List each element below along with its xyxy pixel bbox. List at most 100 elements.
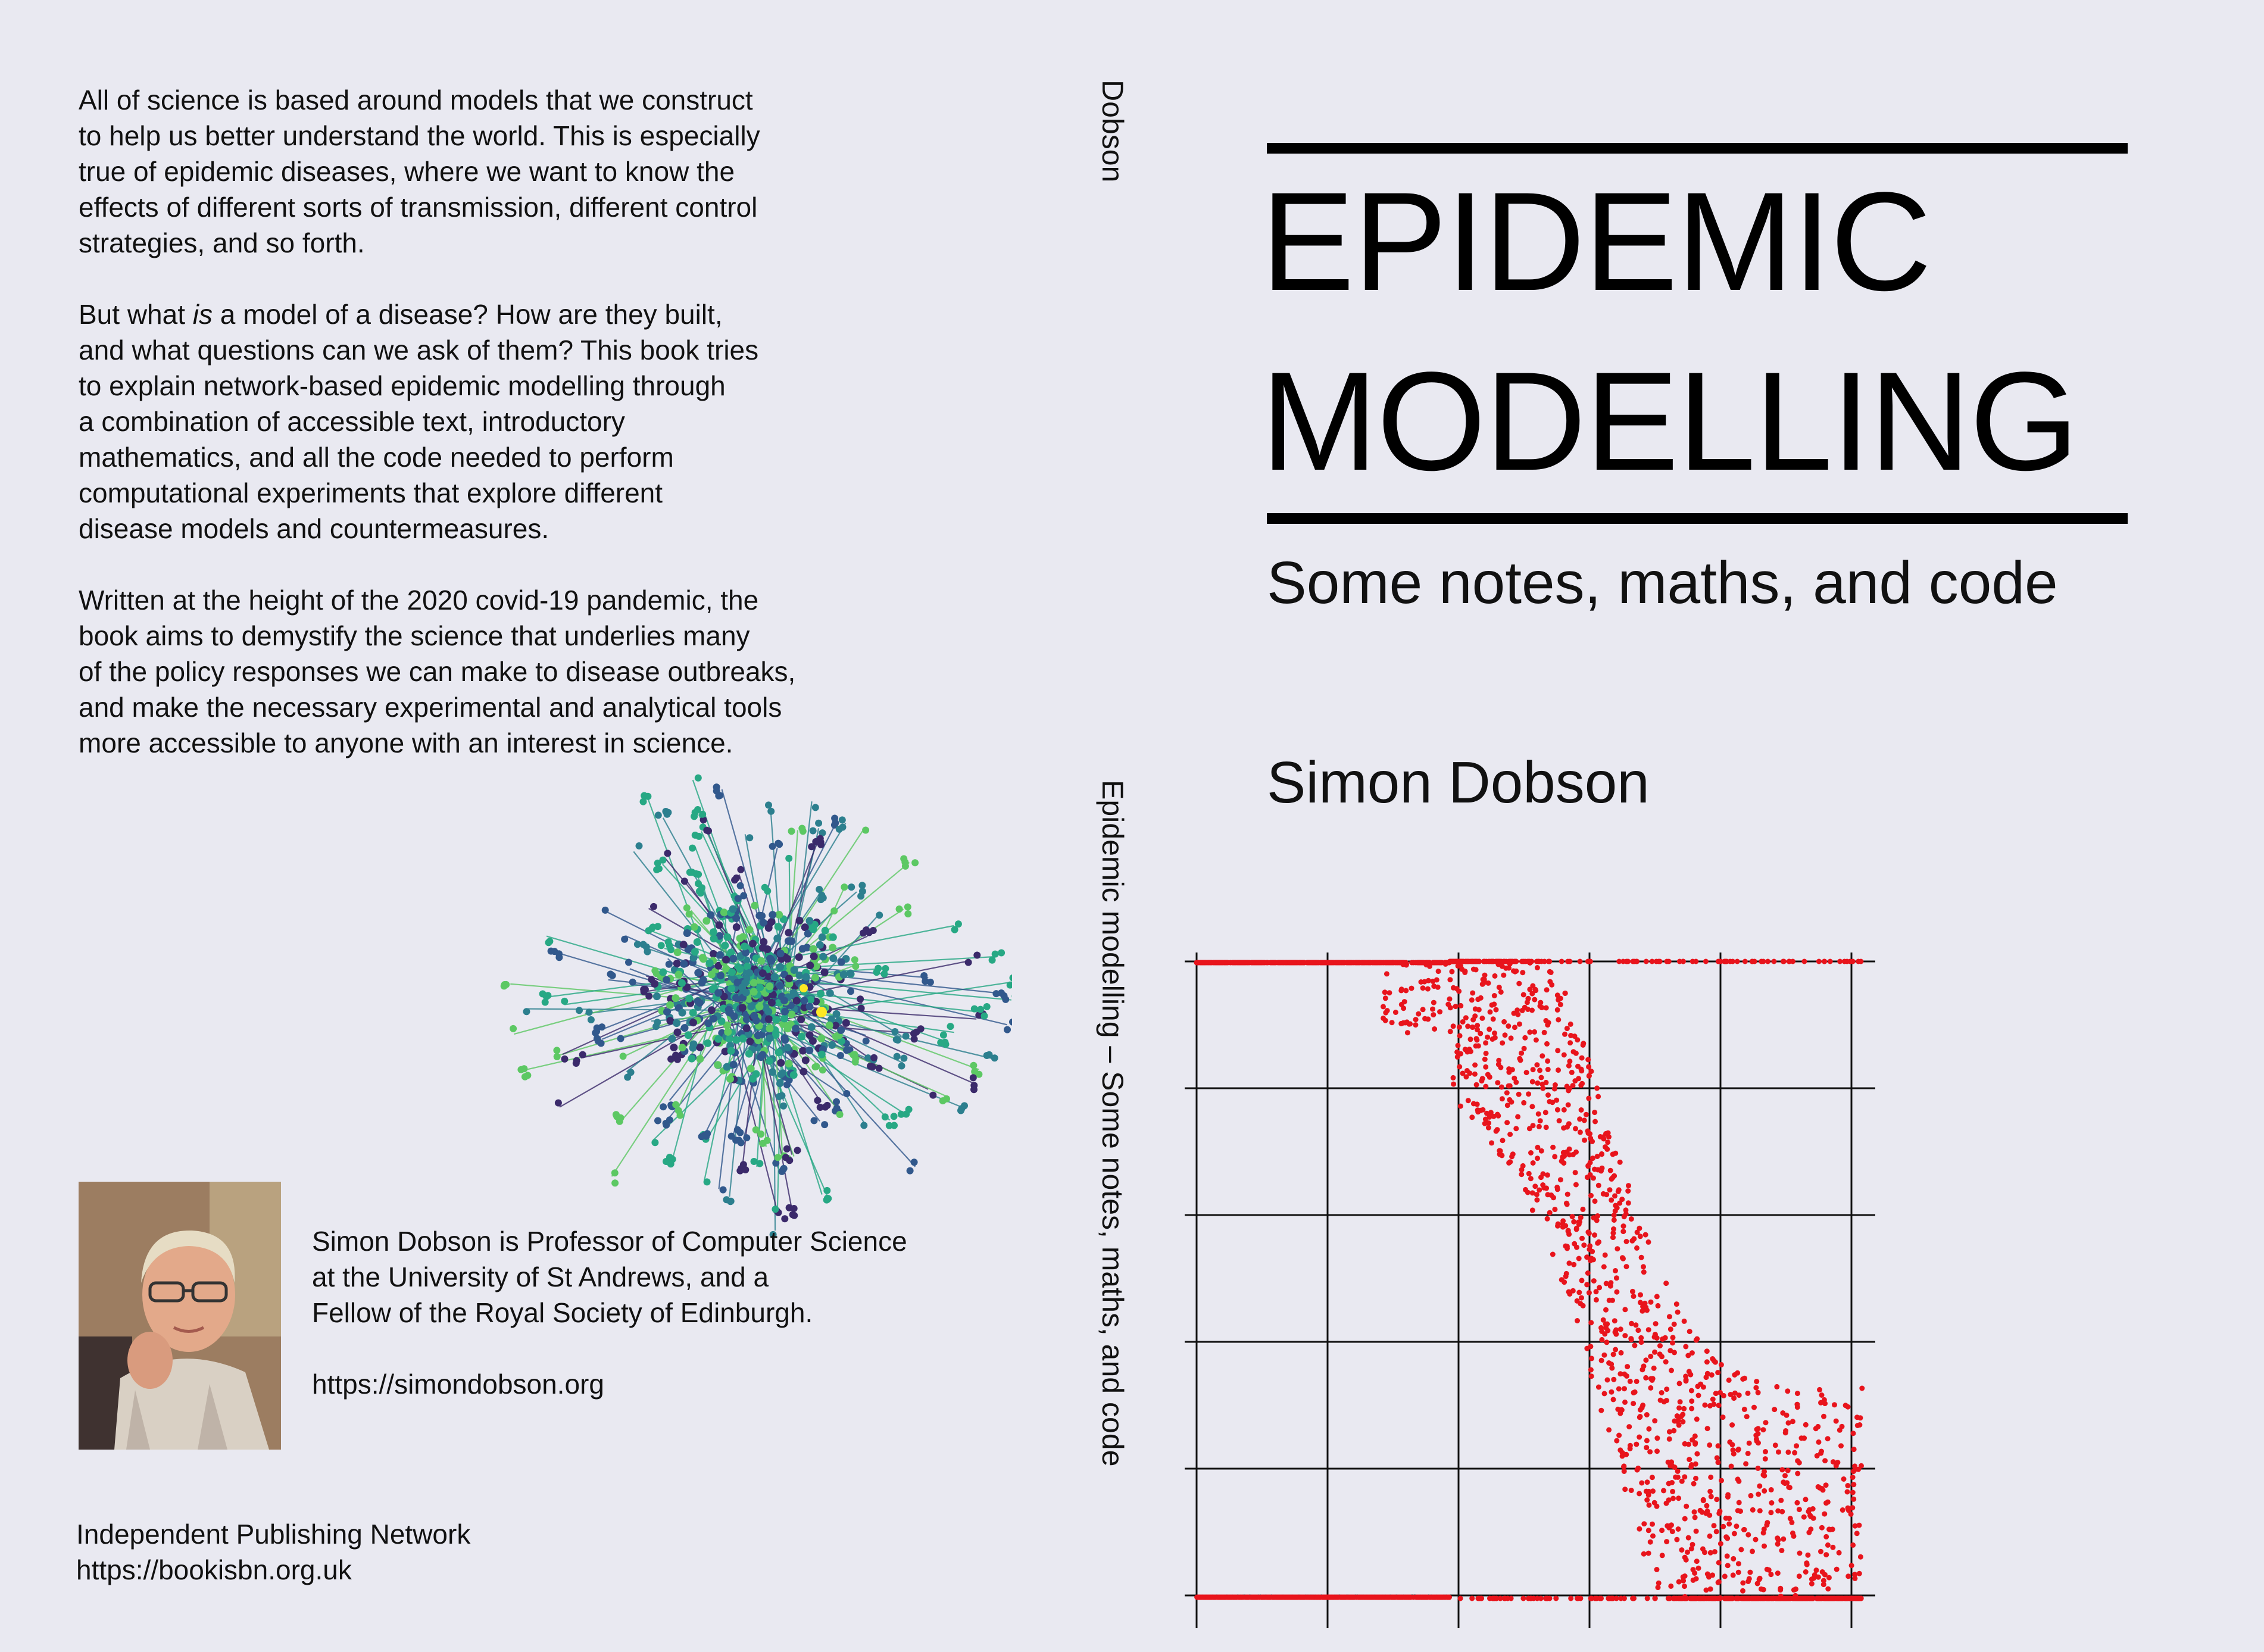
scatter-point [1593, 1289, 1599, 1295]
scatter-point [1497, 1595, 1503, 1601]
network-edge [526, 1008, 755, 1011]
network-node [769, 842, 776, 850]
network-node [767, 917, 776, 926]
scatter-point [1469, 1024, 1475, 1030]
network-node [766, 1034, 774, 1042]
scatter-point [1603, 1307, 1609, 1313]
network-edge [742, 823, 847, 995]
network-node [801, 923, 809, 932]
scatter-point [1718, 1361, 1724, 1367]
scatter-point [1754, 1379, 1760, 1385]
scatter-point [1715, 1460, 1721, 1466]
scatter-point [1513, 1126, 1519, 1132]
network-node [825, 1021, 833, 1029]
network-node [785, 975, 793, 983]
scatter-point [1530, 1160, 1536, 1166]
network-node [703, 1178, 711, 1186]
network-node [778, 1092, 786, 1100]
network-node [781, 1215, 789, 1223]
scatter-point [1463, 1015, 1469, 1021]
cover-title-line-1: EPIDEMIC [1261, 163, 1932, 320]
scatter-point [1694, 1416, 1700, 1422]
network-node [857, 1004, 865, 1012]
scatter-point [1542, 1110, 1548, 1116]
scatter-point [1678, 1414, 1684, 1420]
scatter-point [1573, 1225, 1579, 1231]
scatter-point [1586, 1095, 1592, 1101]
scatter-point [1659, 1390, 1665, 1395]
network-node [757, 957, 766, 965]
scatter-point [1550, 1144, 1556, 1150]
scatter-point [1649, 958, 1655, 964]
scatter-point [1724, 1553, 1730, 1559]
scatter-point [1547, 1595, 1553, 1601]
scatter-point [1708, 1475, 1714, 1480]
scatter-point [1751, 1595, 1757, 1601]
scatter-point [1572, 1033, 1578, 1039]
scatter-point [1519, 1007, 1525, 1013]
scatter-point [1850, 1505, 1856, 1511]
network-node [640, 986, 648, 993]
scatter-point [1693, 1475, 1698, 1481]
scatter-point [1535, 1144, 1541, 1150]
scatter-point [1744, 1414, 1750, 1420]
scatter-point [1470, 1101, 1476, 1107]
scatter-point [1747, 1569, 1753, 1575]
scatter-point [1611, 1213, 1617, 1218]
network-node [587, 1016, 595, 1023]
scatter-point [1472, 1013, 1478, 1019]
network-node [664, 850, 672, 857]
network-edge [770, 841, 819, 963]
scatter-point [1775, 1541, 1781, 1547]
scatter-point [1768, 1487, 1774, 1492]
scatter-point [1589, 1356, 1594, 1361]
network-node [664, 808, 672, 816]
scatter-point [1554, 1097, 1560, 1103]
network-node [749, 939, 757, 948]
scatter-point [1563, 1273, 1569, 1279]
scatter-point [1627, 1442, 1633, 1448]
scatter-point [1610, 1230, 1616, 1236]
scatter-point [1246, 1594, 1252, 1600]
scatter-point [1668, 1583, 1674, 1589]
scatter-point [1517, 1055, 1523, 1061]
network-graph-illustration [500, 774, 1012, 1238]
scatter-point [1682, 1441, 1688, 1447]
network-node [776, 982, 784, 990]
network-node [752, 1016, 760, 1025]
scatter-point [1801, 1514, 1807, 1520]
scatter-point [1774, 1384, 1780, 1389]
network-node [813, 1063, 820, 1070]
scatter-point [1566, 1085, 1572, 1091]
scatter-point [1628, 1336, 1634, 1342]
scatter-point [1530, 1123, 1536, 1129]
scatter-point [1734, 1523, 1740, 1529]
network-node [975, 1070, 983, 1078]
scatter-point [1856, 1522, 1862, 1528]
scatter-point [1762, 1488, 1768, 1494]
scatter-point [1641, 1551, 1647, 1557]
scatter-point [1671, 1428, 1677, 1434]
scatter-point [1701, 1595, 1707, 1601]
scatter-point [1487, 1009, 1493, 1015]
network-node [1009, 974, 1012, 982]
scatter-point [1666, 1314, 1672, 1320]
scatter-point [1857, 1554, 1863, 1560]
network-node [804, 929, 812, 938]
network-node [860, 1122, 868, 1129]
scatter-point [1286, 1594, 1292, 1600]
scatter-point [1652, 1595, 1658, 1601]
scatter-point [1702, 1550, 1707, 1556]
scatter-point [1570, 1049, 1576, 1055]
scatter-point [1641, 1264, 1646, 1270]
scatter-point [1680, 1574, 1686, 1580]
author-website-link[interactable]: https://simondobson.org [312, 1369, 604, 1400]
publisher-link[interactable]: https://bookisbn.org.uk [76, 1554, 352, 1585]
network-node [756, 1160, 764, 1167]
network-node [702, 917, 711, 925]
scatter-point [1682, 1584, 1687, 1589]
publisher-info: Independent Publishing Network https://b… [76, 1516, 470, 1588]
scatter-point [1754, 1426, 1760, 1432]
scatter-point [1543, 1005, 1549, 1011]
network-node [758, 912, 766, 920]
